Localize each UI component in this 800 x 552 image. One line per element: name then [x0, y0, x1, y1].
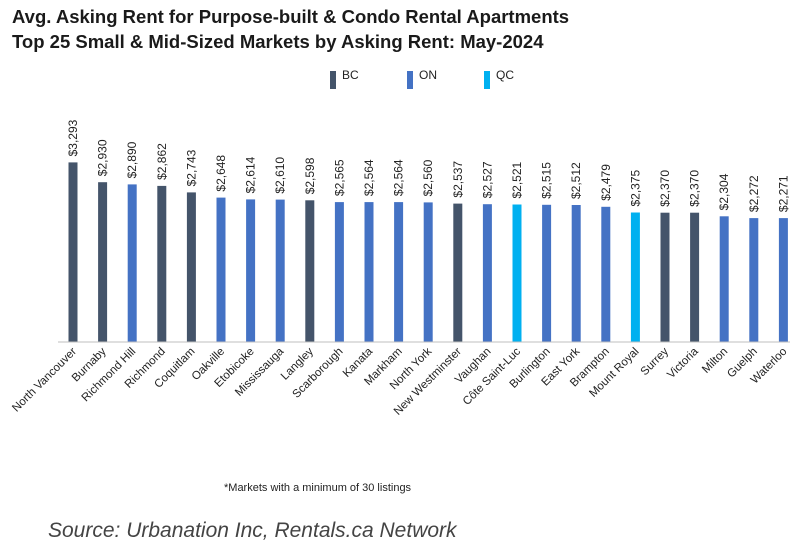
bar-langley [305, 200, 315, 342]
bar-surrey [660, 212, 670, 342]
bar-brampton [601, 206, 611, 342]
bar-coquitlam [186, 192, 196, 342]
bar-oakville [216, 197, 226, 342]
value-label: $2,930 [96, 139, 110, 176]
value-label: $2,370 [658, 170, 672, 207]
bar-richmond-hill [127, 184, 137, 342]
bar-c-te-saint-luc [512, 204, 522, 342]
legend-label-qc: QC [496, 68, 514, 82]
value-label: $3,293 [66, 119, 80, 156]
bar-mississauga [275, 199, 285, 342]
value-label: $2,862 [155, 143, 169, 180]
chart-title: Avg. Asking Rent for Purpose-built & Con… [12, 6, 570, 27]
chart-subtitle: Top 25 Small & Mid-Sized Markets by Aski… [12, 31, 544, 52]
bar-scarborough [334, 202, 344, 342]
category-label: Victoria [665, 345, 701, 381]
source-note: Source: Urbanation Inc, Rentals.ca Netwo… [48, 519, 457, 542]
value-label: $2,614 [244, 156, 258, 193]
value-label: $2,648 [214, 155, 228, 192]
legend-swatch-on [407, 71, 413, 89]
value-label: $2,515 [540, 162, 554, 199]
bar-mount-royal [630, 212, 640, 342]
bar-kanata [364, 202, 374, 342]
value-label: $2,890 [125, 141, 139, 178]
value-label: $2,537 [451, 161, 465, 198]
bar-milton [719, 216, 729, 342]
value-label: $2,598 [303, 157, 317, 194]
value-label: $2,521 [510, 161, 524, 198]
bar-new-westminster [453, 203, 463, 342]
bar-vaughan [482, 204, 492, 342]
bar-waterloo [778, 218, 788, 342]
value-label: $2,527 [480, 161, 494, 198]
legend-label-on: ON [419, 68, 437, 82]
value-label: $2,565 [332, 159, 346, 196]
value-label: $2,610 [273, 157, 287, 194]
value-label: $2,512 [569, 162, 583, 199]
value-label: $2,564 [392, 159, 406, 196]
value-label: $2,375 [628, 169, 642, 206]
value-label: $2,564 [362, 159, 376, 196]
legend-label-bc: BC [342, 68, 359, 82]
bar-guelph [749, 218, 759, 342]
value-label: $2,370 [688, 170, 702, 207]
bar-victoria [690, 212, 700, 342]
legend-swatch-qc [484, 71, 490, 89]
value-label: $2,560 [421, 159, 435, 196]
legend-swatch-bc [330, 71, 336, 89]
category-label: North Vancouver [10, 346, 79, 415]
value-label: $2,272 [747, 175, 761, 212]
bar-east-york [571, 205, 581, 342]
bar-markham [394, 202, 404, 342]
bar-north-york [423, 202, 433, 342]
value-label: $2,271 [776, 175, 790, 212]
bar-etobicoke [246, 199, 256, 342]
value-label: $2,743 [184, 149, 198, 186]
value-label: $2,479 [599, 164, 613, 201]
bar-north-vancouver [68, 162, 78, 342]
value-label: $2,304 [717, 173, 731, 210]
bar-richmond [157, 185, 167, 342]
bar-burlington [542, 204, 552, 342]
footnote: *Markets with a minimum of 30 listings [224, 482, 412, 494]
bar-burnaby [98, 182, 108, 342]
